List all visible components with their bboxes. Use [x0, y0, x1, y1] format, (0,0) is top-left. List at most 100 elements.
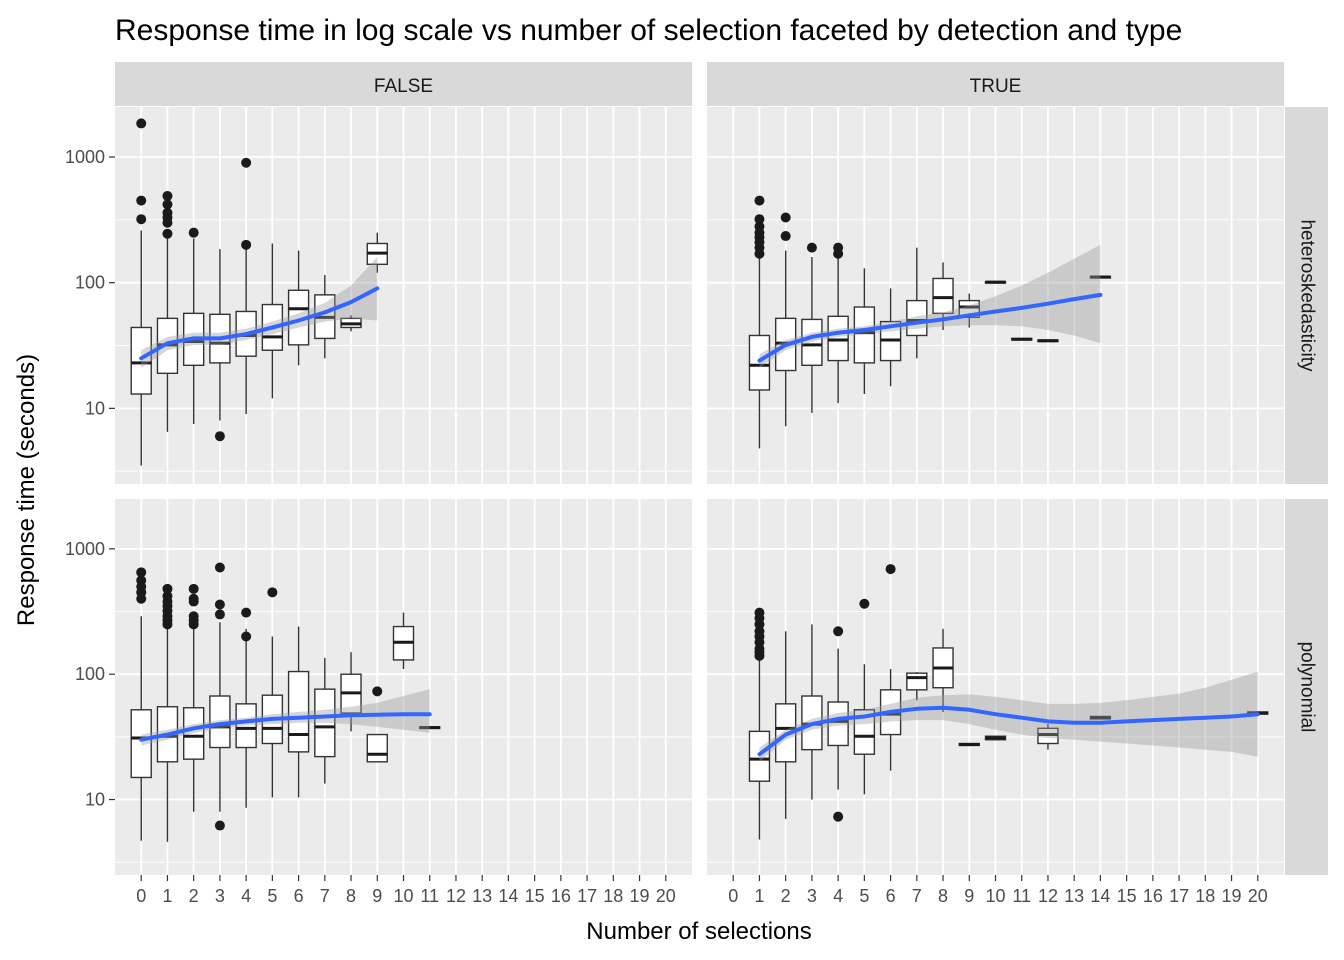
boxplot-x1	[156, 190, 179, 432]
x-tick-label: 10	[393, 886, 413, 906]
box-iqr	[235, 703, 257, 749]
x-tick-label: 20	[1248, 886, 1268, 906]
x-tick-label: 5	[267, 886, 277, 906]
x-tick-label: 19	[1222, 886, 1242, 906]
box-iqr	[906, 299, 928, 337]
box-iqr	[827, 701, 849, 747]
panel-true-heteroskedasticity	[707, 107, 1284, 484]
x-tick-label: 17	[1169, 886, 1189, 906]
x-tick-label: 16	[1143, 886, 1163, 906]
boxplot-x7	[314, 657, 336, 784]
box-iqr	[314, 688, 336, 758]
box-iqr	[801, 318, 823, 367]
box-iqr	[366, 733, 388, 763]
box-iqr	[130, 709, 152, 779]
x-tick-label: 4	[241, 886, 251, 906]
box-iqr	[130, 326, 152, 395]
y-tick-label: 10	[85, 398, 105, 418]
x-tick-label: 15	[525, 886, 545, 906]
outlier-point	[188, 227, 199, 238]
boxplot-x2	[182, 583, 205, 812]
smooth-line	[139, 286, 380, 361]
boxplot-x7	[906, 247, 928, 359]
outlier-point	[780, 231, 791, 242]
boxplot-x1	[748, 195, 771, 449]
outlier-point	[214, 562, 225, 573]
x-tick-label: 3	[215, 886, 225, 906]
outlier-point	[372, 686, 383, 697]
facet-strip-label-heteroskedasticity: heteroskedasticity	[1296, 219, 1317, 372]
facet-strip-label-false: FALSE	[374, 76, 433, 97]
boxplot-x12	[1037, 724, 1059, 750]
x-tick-label: 12	[1038, 886, 1058, 906]
outlier-point	[136, 118, 147, 129]
outlier-point	[754, 214, 765, 225]
y-tick-label: 1000	[65, 147, 105, 167]
x-tick-label: 7	[912, 886, 922, 906]
y-tick-label: 100	[75, 664, 105, 684]
outlier-point	[162, 199, 173, 210]
outlier-point	[833, 626, 844, 637]
x-tick-label: 3	[807, 886, 817, 906]
boxplot-x4	[235, 607, 257, 808]
x-tick-label: 14	[1090, 886, 1110, 906]
boxplot-x7	[906, 672, 928, 701]
boxplot-x6	[287, 626, 310, 798]
x-tick-label: 6	[294, 886, 304, 906]
boxplot-x1	[748, 607, 771, 840]
x-tick-label: 6	[886, 886, 896, 906]
boxplot-x3	[209, 562, 231, 831]
boxplot-x8	[932, 262, 954, 331]
outlier-point	[162, 591, 173, 602]
outlier-point	[754, 626, 765, 637]
x-tick-label: 7	[320, 886, 330, 906]
box-iqr	[827, 315, 849, 362]
outlier-point	[754, 607, 765, 618]
y-axis-title: Response time (seconds)	[13, 354, 40, 626]
panel-true-polynomial	[707, 499, 1284, 875]
x-tick-label: 5	[859, 886, 869, 906]
outlier-point	[188, 593, 199, 604]
boxplot-x8	[340, 315, 362, 332]
x-tick-label: 4	[833, 886, 843, 906]
y-tick-label: 10	[85, 790, 105, 810]
box-iqr	[906, 672, 928, 691]
outlier-point	[214, 599, 225, 610]
chart-title: Response time in log scale vs number of …	[115, 14, 1182, 47]
outlier-point	[136, 575, 147, 586]
outlier-point	[188, 583, 199, 594]
x-tick-label: 13	[472, 886, 492, 906]
boxplot-x12	[1037, 339, 1059, 343]
outlier-point	[214, 609, 225, 620]
box-iqr	[748, 730, 771, 782]
facet-strip-heteroskedasticity	[1285, 107, 1328, 484]
x-tick-label: 15	[1117, 886, 1137, 906]
facet-strip-false	[115, 62, 692, 106]
box-iqr	[932, 277, 954, 315]
y-tick-label: 1000	[65, 539, 105, 559]
x-tick-label: 8	[938, 886, 948, 906]
facet-panels: FALSE TRUEheteroskedasticitypolynomial101…	[65, 62, 1328, 906]
outlier-point	[162, 207, 173, 218]
x-tick-label: 0	[136, 886, 146, 906]
outlier-point	[241, 239, 252, 250]
facet-strip-polynomial	[1285, 499, 1328, 875]
x-axis-title: Number of selections	[586, 918, 811, 945]
boxplot-x0	[130, 118, 152, 466]
boxplot-x9	[366, 232, 388, 273]
boxplot-x14	[1089, 715, 1112, 720]
facet-strip-label-true: TRUE	[970, 76, 1022, 97]
boxplot-x6	[287, 250, 310, 366]
x-tick-label: 0	[728, 886, 738, 906]
panel-false-polynomial	[115, 499, 692, 875]
boxplot-x10	[984, 735, 1007, 741]
outlier-point	[885, 564, 896, 575]
box-iqr	[853, 306, 876, 364]
x-tick-label: 14	[498, 886, 518, 906]
outlier-point	[833, 242, 844, 253]
boxplot-x4	[827, 242, 849, 404]
y-tick-label: 100	[75, 273, 105, 293]
x-tick-label: 9	[372, 886, 382, 906]
outlier-point	[214, 431, 225, 442]
